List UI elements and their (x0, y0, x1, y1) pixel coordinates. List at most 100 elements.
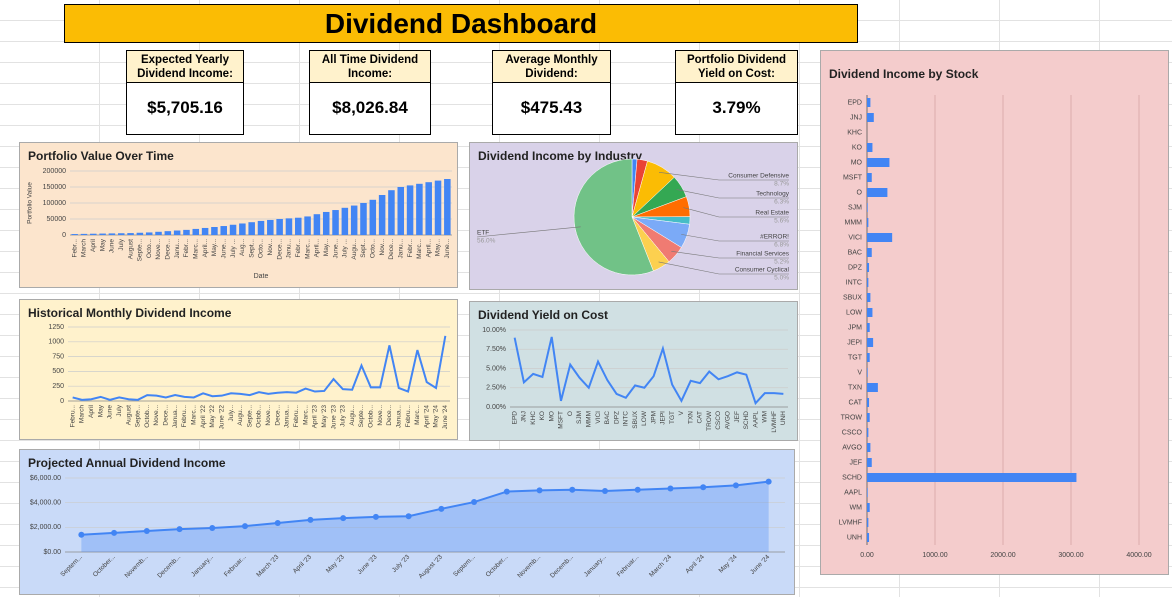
x-tick-label: Novemb... (516, 554, 542, 580)
x-tick-label: EPD (511, 411, 518, 425)
x-tick-label: Febru... (69, 405, 76, 428)
bar (434, 180, 442, 235)
kpi-card: Expected Yearly Dividend Income: $5,705.… (126, 50, 244, 135)
x-tick-label: July ... (342, 239, 349, 258)
x-tick-label: TGT (669, 411, 676, 424)
x-tick-label: UNH (780, 411, 787, 425)
bar (239, 223, 246, 235)
x-tick-label: April... (202, 239, 209, 258)
x-tick-label: Marc... (302, 405, 309, 425)
x-tick-label: April '23 (312, 405, 319, 429)
x-tick-label: Augu... (237, 405, 244, 426)
bar (108, 233, 116, 235)
x-tick-label: Decemb... (156, 554, 182, 580)
y-tick-label: TROW (841, 414, 863, 421)
x-tick-label: Dece... (388, 239, 395, 260)
y-tick-label: MO (851, 159, 863, 166)
bar (229, 224, 237, 235)
x-tick-label: LVMHF (771, 411, 778, 433)
y-tick-label: AAPL (844, 489, 862, 496)
x-tick-label: CAT (697, 411, 704, 424)
slice-label: Financial Services (736, 251, 789, 258)
bar (99, 233, 106, 235)
bar (867, 383, 878, 392)
bar (257, 220, 265, 235)
x-tick-label: Janua... (172, 405, 179, 428)
bar (867, 443, 871, 452)
x-tick-label: 4000.00 (1126, 552, 1151, 559)
x-tick-label: JEPI (660, 411, 667, 425)
leader-line (676, 189, 789, 199)
x-tick-label: SCHD (743, 411, 750, 430)
x-tick-label: Augu... (351, 239, 358, 260)
dashboard-title: Dividend Dashboard (64, 4, 858, 43)
x-tick-label: Februar... (223, 554, 248, 579)
x-tick-label: June... (220, 239, 227, 259)
y-tick-label: 0 (62, 232, 66, 239)
x-tick-label: May '22 (209, 405, 216, 428)
y-tick-label: SBUX (843, 294, 862, 301)
x-tick-label: August (125, 405, 132, 425)
point (372, 513, 379, 520)
x-tick-label: Dece... (386, 405, 393, 426)
point (602, 487, 608, 494)
y-tick-label: LVMHF (839, 519, 862, 526)
bar (145, 232, 153, 235)
bar (80, 233, 88, 235)
point (667, 485, 674, 492)
x-tick-label: June '24 (442, 405, 449, 430)
area-fill (81, 481, 769, 552)
x-tick-label: Marc... (416, 239, 423, 259)
x-tick-label: July (116, 404, 123, 416)
bar (867, 338, 874, 347)
x-tick-label: VICI (595, 411, 602, 424)
x-tick-label: Sept... (248, 239, 255, 258)
x-tick-label: Nove... (155, 239, 162, 260)
bar (406, 185, 414, 235)
point (700, 484, 707, 491)
bar (201, 227, 209, 235)
x-tick-label: March (81, 239, 88, 257)
slice-value: 8.7% (774, 181, 789, 188)
kpi-value: $475.43 (492, 83, 611, 135)
y-tick-label: EPD (848, 99, 862, 106)
leader-line (671, 250, 789, 259)
pie-slice (573, 158, 654, 276)
bar (867, 173, 872, 182)
bar (164, 231, 172, 235)
y-tick-label: 2.50% (486, 385, 506, 392)
x-tick-label: Septe... (135, 405, 142, 428)
bar (867, 293, 871, 302)
x-tick-label: Dece... (276, 239, 283, 260)
y-tick-label: 1000 (48, 339, 64, 346)
bar (360, 203, 367, 235)
point (242, 523, 248, 530)
x-tick-label: Septe... (137, 239, 144, 262)
leader-line (683, 207, 789, 218)
x-tick-label: O (567, 411, 574, 416)
y-tick-label: BAC (848, 249, 862, 256)
x-tick-label: BAC (604, 411, 611, 425)
bar (155, 231, 162, 235)
bar (867, 203, 868, 212)
chart-panel: Dividend Income by Stock 0.00 1000.00 2000.… (820, 50, 1169, 575)
y-tick-label: CSCO (842, 429, 863, 436)
kpi-card: Portfolio Dividend Yield on Cost: 3.79% (675, 50, 798, 135)
bar (313, 214, 321, 235)
bar (867, 353, 870, 362)
bar (867, 143, 873, 152)
x-tick-label: Febru... (181, 405, 188, 428)
y-tick-label: WM (850, 504, 863, 511)
x-tick-label: Janu... (397, 239, 404, 259)
kpi-value: $5,705.16 (126, 83, 244, 135)
x-tick-label: April... (314, 239, 321, 258)
x-tick-label: Janu... (174, 239, 181, 259)
x-tick-label: Octo... (146, 239, 153, 258)
x-tick-label: Febr... (295, 239, 302, 258)
kpi-value: $8,026.84 (309, 83, 431, 135)
chart-panel: Historical Monthly Dividend Income 0 250 50… (19, 299, 458, 440)
x-tick-label: April... (425, 239, 432, 258)
chart-panel: Dividend Income by Industry Consumer Defe… (469, 142, 798, 290)
slice-label: Consumer Defensive (728, 173, 789, 180)
x-tick-label: March '23 (255, 553, 280, 578)
